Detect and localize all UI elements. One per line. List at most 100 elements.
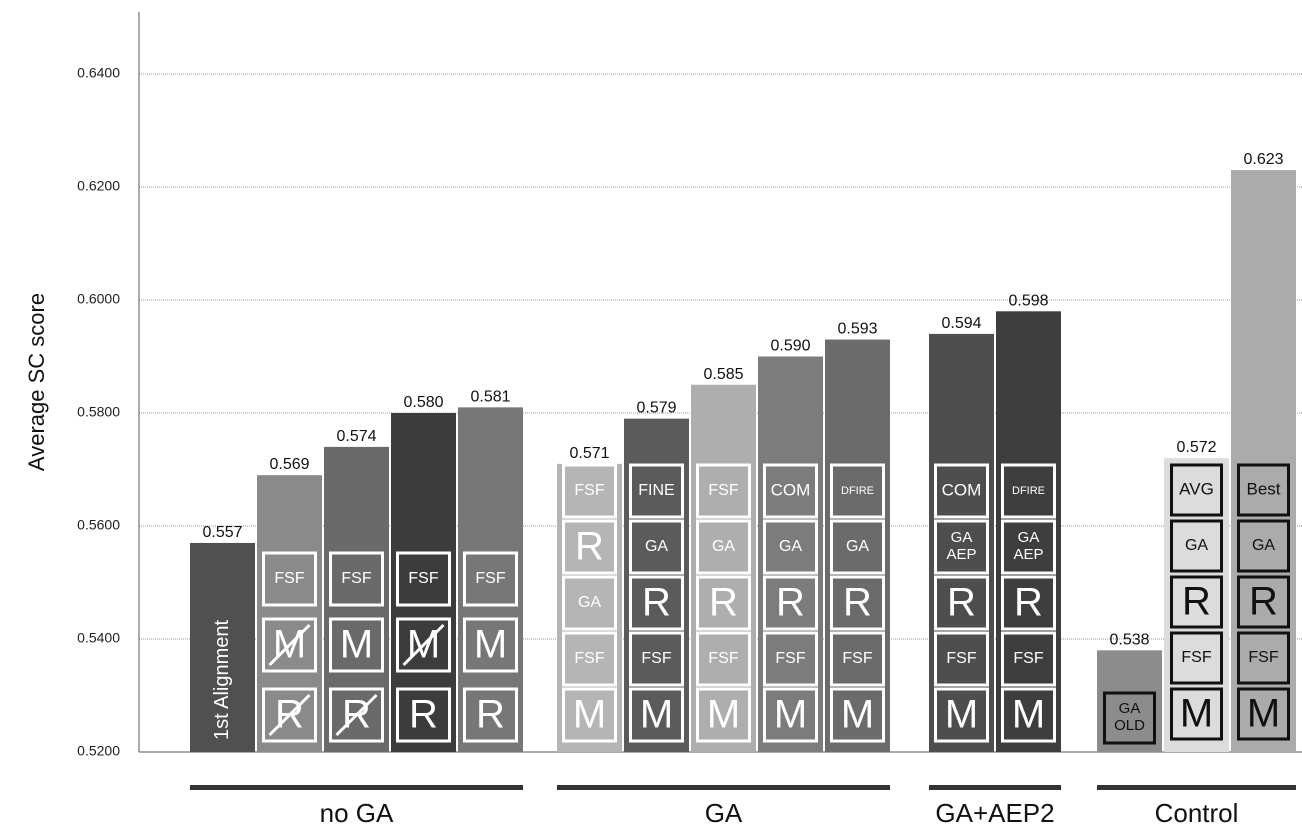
label-box: AVG bbox=[1170, 463, 1223, 517]
label-box-frame bbox=[934, 575, 989, 631]
label-box-frame bbox=[696, 575, 751, 631]
value-label: 0.574 bbox=[336, 428, 376, 445]
label-box: R bbox=[629, 575, 684, 631]
label-box: FSF bbox=[396, 551, 451, 607]
label-box-frame bbox=[830, 463, 885, 519]
bar-1-3: M FSF R GA COM bbox=[758, 356, 823, 752]
label-box-text: M bbox=[474, 623, 507, 667]
label-box-frame bbox=[329, 617, 384, 673]
bar-text: 1st Alignment bbox=[211, 619, 233, 740]
bar-0-2: RM FSF bbox=[324, 446, 389, 752]
label-box-text: GA bbox=[846, 538, 869, 555]
label-box: DFIRE bbox=[1001, 463, 1056, 519]
label-box-frame bbox=[830, 575, 885, 631]
bar-rect bbox=[391, 413, 456, 752]
group-label: GA+AEP2 bbox=[935, 798, 1054, 828]
bar-1-2: M FSF R GA FSF bbox=[691, 384, 756, 752]
label-box-frame bbox=[1001, 575, 1056, 631]
label-box-frame bbox=[1001, 463, 1056, 519]
label-box-text: FSF bbox=[574, 650, 604, 667]
label-box-frame bbox=[696, 631, 751, 687]
label-box: FSF bbox=[329, 551, 384, 607]
label-box-frame bbox=[1237, 631, 1290, 685]
bar-2-1: M FSF R GA AEP DFIRE bbox=[996, 311, 1061, 752]
label-box-text: M bbox=[1180, 692, 1213, 736]
label-box-frame bbox=[396, 687, 451, 743]
bar-1-4: M FSF R GA DFIRE bbox=[825, 339, 890, 752]
label-box: GA bbox=[696, 519, 751, 575]
label-box-text: M bbox=[1012, 693, 1045, 737]
label-box: M bbox=[329, 617, 384, 673]
label-box: M bbox=[696, 687, 751, 743]
label-box: GA OLD bbox=[1103, 691, 1156, 745]
label-box-text: M bbox=[1247, 692, 1280, 736]
label-box-text: FSF bbox=[341, 570, 371, 587]
label-box-frame bbox=[562, 687, 617, 743]
label-box-frame bbox=[696, 687, 751, 743]
label-box-frame bbox=[1237, 463, 1290, 517]
group-label: Control bbox=[1155, 798, 1239, 828]
label-box-text: R bbox=[642, 581, 671, 625]
label-box-frame bbox=[629, 519, 684, 575]
label-box-text: FSF bbox=[1013, 650, 1043, 667]
value-label: 0.594 bbox=[941, 315, 981, 332]
label-box-frame bbox=[1001, 687, 1056, 743]
label-box: GA bbox=[562, 575, 617, 631]
label-box-frame bbox=[830, 519, 885, 575]
bar-0-0: 1st Alignment bbox=[190, 542, 255, 752]
value-label: 0.569 bbox=[269, 456, 309, 473]
label-box-text: GA bbox=[1185, 537, 1208, 554]
label-box-frame bbox=[329, 687, 384, 743]
label-box-frame bbox=[1103, 691, 1156, 745]
label-box-text: FSF bbox=[708, 650, 738, 667]
label-box: FSF bbox=[562, 631, 617, 687]
label-box-text: FSF bbox=[775, 650, 805, 667]
label-box: FSF bbox=[1001, 631, 1056, 687]
label-box-text: M bbox=[945, 693, 978, 737]
bar-3-2: M FSF R GA Best bbox=[1231, 170, 1296, 753]
bar-0-1: RM FSF bbox=[257, 475, 322, 752]
label-box: GA bbox=[1237, 519, 1290, 573]
label-box-frame bbox=[1237, 575, 1290, 629]
label-box: R bbox=[1237, 575, 1290, 629]
bar-rect bbox=[324, 446, 389, 752]
label-box-text: R bbox=[1182, 580, 1211, 624]
label-box-text: GA OLD bbox=[1114, 700, 1145, 734]
label-box-frame bbox=[830, 687, 885, 743]
label-box-text: M bbox=[573, 693, 606, 737]
bar-rect bbox=[557, 463, 622, 752]
label-box: FSF bbox=[562, 463, 617, 519]
group-bracket bbox=[929, 785, 1061, 790]
label-box-frame bbox=[562, 631, 617, 687]
label-box-frame bbox=[463, 551, 518, 607]
label-box-frame bbox=[562, 575, 617, 631]
label-box-text: R bbox=[947, 581, 976, 625]
y-tick-label: 0.5400 bbox=[77, 630, 120, 646]
label-box-text: GA AEP bbox=[1013, 529, 1043, 563]
label-box-frame bbox=[262, 687, 317, 743]
label-box-text: R bbox=[776, 581, 805, 625]
group-label: GA bbox=[705, 798, 743, 828]
label-box-frame bbox=[463, 687, 518, 743]
bar-2-0: M FSF R GA AEP COM bbox=[929, 333, 994, 752]
label-box: GA AEP bbox=[934, 519, 989, 575]
label-box-text: DFIRE bbox=[1012, 485, 1045, 497]
label-box-frame bbox=[629, 463, 684, 519]
label-box-text: COM bbox=[771, 480, 811, 499]
group-labels: no GA GA GA+AEP2 Control bbox=[190, 785, 1296, 828]
bar-1-0: M FSF GA R FSF bbox=[557, 463, 622, 752]
label-box: GA AEP bbox=[1001, 519, 1056, 575]
label-box: R bbox=[463, 687, 518, 743]
value-label: 0.580 bbox=[403, 394, 443, 411]
label-box-frame bbox=[329, 551, 384, 607]
label-box-text: GA bbox=[779, 538, 802, 555]
label-box-frame bbox=[1001, 519, 1056, 575]
label-box: R bbox=[329, 687, 384, 743]
value-label: 0.538 bbox=[1109, 631, 1149, 648]
label-box: Best bbox=[1237, 463, 1290, 517]
label-box-text: FSF bbox=[708, 482, 738, 499]
label-box: GA bbox=[830, 519, 885, 575]
label-box: M bbox=[463, 617, 518, 673]
label-box-text: M bbox=[841, 693, 874, 737]
value-label: 0.581 bbox=[470, 388, 510, 405]
